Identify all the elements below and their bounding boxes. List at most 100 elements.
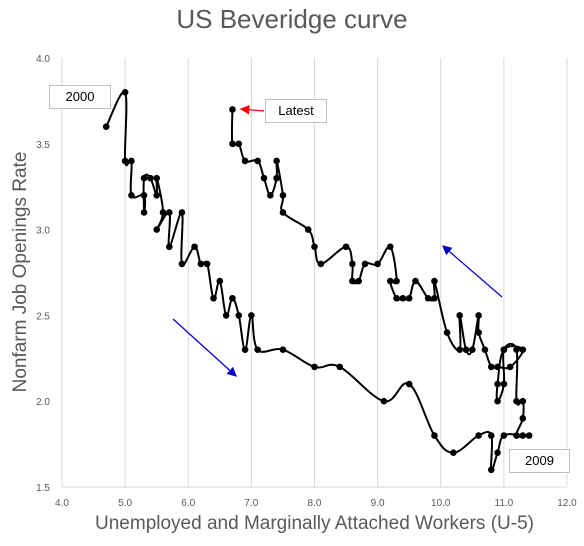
series-line — [105, 90, 531, 472]
data-point — [386, 277, 394, 285]
data-point — [311, 363, 318, 371]
data-point — [140, 209, 148, 216]
data-point — [140, 174, 148, 182]
data-point — [140, 191, 148, 199]
data-point — [424, 294, 432, 302]
data-point — [166, 243, 173, 251]
data-point — [153, 174, 160, 182]
data-point — [241, 157, 249, 165]
data-point — [487, 363, 495, 371]
x-tick-label: 6.0 — [181, 498, 195, 509]
trend-arrow-up — [442, 245, 503, 298]
data-point — [279, 209, 287, 216]
data-point — [311, 243, 318, 251]
data-point — [197, 260, 205, 268]
data-point — [475, 329, 482, 336]
data-points — [102, 89, 533, 474]
data-point — [431, 432, 438, 439]
data-point — [342, 243, 350, 251]
data-point — [260, 174, 268, 182]
data-point — [513, 346, 520, 354]
data-point — [399, 294, 407, 302]
trend-arrow-down — [172, 318, 237, 377]
data-point — [121, 89, 129, 96]
data-point — [431, 277, 438, 285]
data-point — [235, 140, 243, 148]
data-point — [481, 346, 489, 354]
x-tick-label: 12.0 — [557, 498, 577, 509]
data-point — [494, 363, 501, 371]
data-point — [241, 346, 249, 354]
data-point — [159, 209, 167, 216]
data-point — [456, 346, 463, 354]
annotation-arrows — [172, 104, 503, 377]
data-point — [500, 380, 508, 388]
data-point — [462, 346, 470, 354]
data-point — [216, 277, 224, 285]
data-point — [166, 209, 173, 216]
data-point — [229, 294, 236, 302]
data-point — [487, 432, 495, 439]
data-point — [254, 157, 261, 165]
data-point — [203, 260, 211, 268]
y-tick-label: 2.5 — [36, 311, 50, 322]
data-point — [405, 380, 413, 388]
data-point — [336, 363, 344, 371]
data-point — [443, 329, 451, 336]
x-tick-label: 9.0 — [371, 498, 385, 509]
data-point — [178, 260, 186, 268]
data-point — [349, 260, 356, 268]
data-point — [279, 346, 287, 354]
x-tick-label: 5.0 — [118, 498, 132, 509]
data-point — [355, 277, 362, 285]
data-point — [147, 174, 154, 182]
data-point — [349, 277, 356, 285]
data-point — [519, 346, 527, 354]
data-point — [235, 312, 243, 319]
data-point — [191, 243, 198, 251]
latest-arrow — [239, 104, 265, 115]
data-point — [102, 123, 110, 130]
y-axis-label: Nonfarm Job Openings Rate — [10, 151, 31, 393]
y-tick-label: 3.5 — [36, 140, 50, 151]
x-tick-label: 11.0 — [495, 498, 514, 509]
data-point — [361, 260, 369, 268]
data-point — [121, 157, 129, 165]
data-point — [475, 312, 482, 319]
annotation-2009: 2009 — [509, 449, 570, 473]
data-point — [267, 191, 274, 199]
data-point — [229, 140, 236, 148]
data-point — [210, 294, 217, 302]
data-point — [500, 346, 508, 354]
data-point — [273, 157, 280, 165]
data-point — [487, 466, 495, 474]
x-tick-label: 4.0 — [55, 498, 69, 509]
beveridge-curve-line — [105, 90, 531, 472]
data-point — [128, 191, 135, 199]
y-tick-label: 4.0 — [36, 54, 50, 65]
data-point — [500, 432, 508, 439]
data-point — [254, 346, 261, 354]
data-point — [456, 312, 463, 319]
data-point — [450, 449, 457, 456]
x-tick-label: 10.0 — [431, 498, 451, 509]
x-tick-label: 7.0 — [244, 498, 258, 509]
y-tick-label: 3.0 — [36, 226, 50, 237]
data-point — [513, 397, 520, 405]
data-point — [475, 432, 482, 439]
data-point — [380, 397, 388, 405]
data-point — [386, 243, 394, 251]
annotation-2000: 2000 — [49, 85, 111, 109]
data-point — [506, 363, 514, 371]
data-point — [494, 380, 501, 388]
data-point — [178, 209, 186, 216]
data-point — [431, 294, 438, 302]
x-tick-label: 8.0 — [308, 498, 322, 509]
chart-title: US Beveridge curve — [176, 4, 408, 34]
data-point — [229, 106, 236, 113]
data-point — [273, 174, 280, 182]
data-point — [513, 432, 520, 439]
data-point — [153, 191, 160, 199]
data-point — [279, 191, 287, 199]
